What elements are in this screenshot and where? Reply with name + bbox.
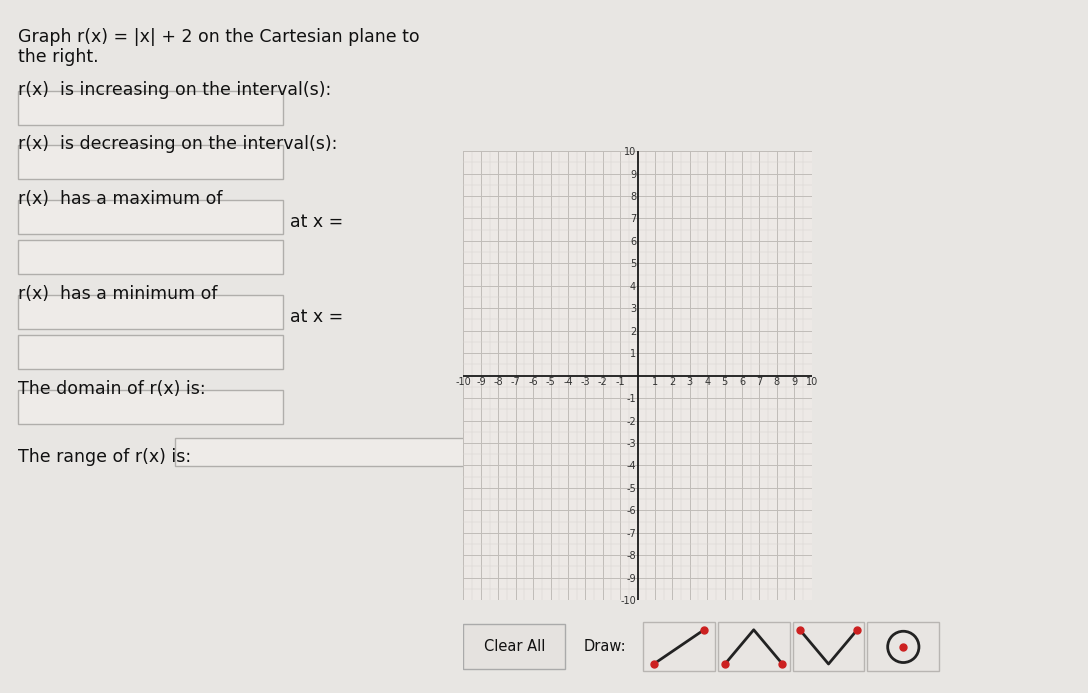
FancyBboxPatch shape	[18, 91, 283, 125]
Text: The range of r(x) is:: The range of r(x) is:	[18, 448, 191, 466]
Text: at x =: at x =	[290, 308, 343, 326]
FancyBboxPatch shape	[792, 622, 864, 672]
FancyBboxPatch shape	[18, 200, 283, 234]
FancyBboxPatch shape	[175, 438, 495, 466]
FancyBboxPatch shape	[18, 390, 283, 424]
Text: r(x)  is increasing on the interval(s):: r(x) is increasing on the interval(s):	[18, 81, 331, 99]
Text: the right.: the right.	[18, 48, 99, 66]
FancyBboxPatch shape	[718, 622, 790, 672]
FancyBboxPatch shape	[18, 145, 283, 179]
Text: r(x)  is decreasing on the interval(s):: r(x) is decreasing on the interval(s):	[18, 135, 337, 153]
FancyBboxPatch shape	[18, 295, 283, 329]
Text: r(x)  has a maximum of: r(x) has a maximum of	[18, 190, 223, 208]
Text: The domain of r(x) is:: The domain of r(x) is:	[18, 380, 206, 398]
FancyBboxPatch shape	[18, 240, 283, 274]
FancyBboxPatch shape	[463, 624, 566, 669]
FancyBboxPatch shape	[867, 622, 939, 672]
Text: r(x)  has a minimum of: r(x) has a minimum of	[18, 285, 218, 303]
Text: Clear All: Clear All	[484, 639, 545, 654]
Text: Draw:: Draw:	[583, 639, 626, 654]
FancyBboxPatch shape	[643, 622, 715, 672]
FancyBboxPatch shape	[18, 335, 283, 369]
Text: at x =: at x =	[290, 213, 343, 231]
Text: Graph r(x) = |x| + 2 on the Cartesian plane to: Graph r(x) = |x| + 2 on the Cartesian pl…	[18, 28, 420, 46]
